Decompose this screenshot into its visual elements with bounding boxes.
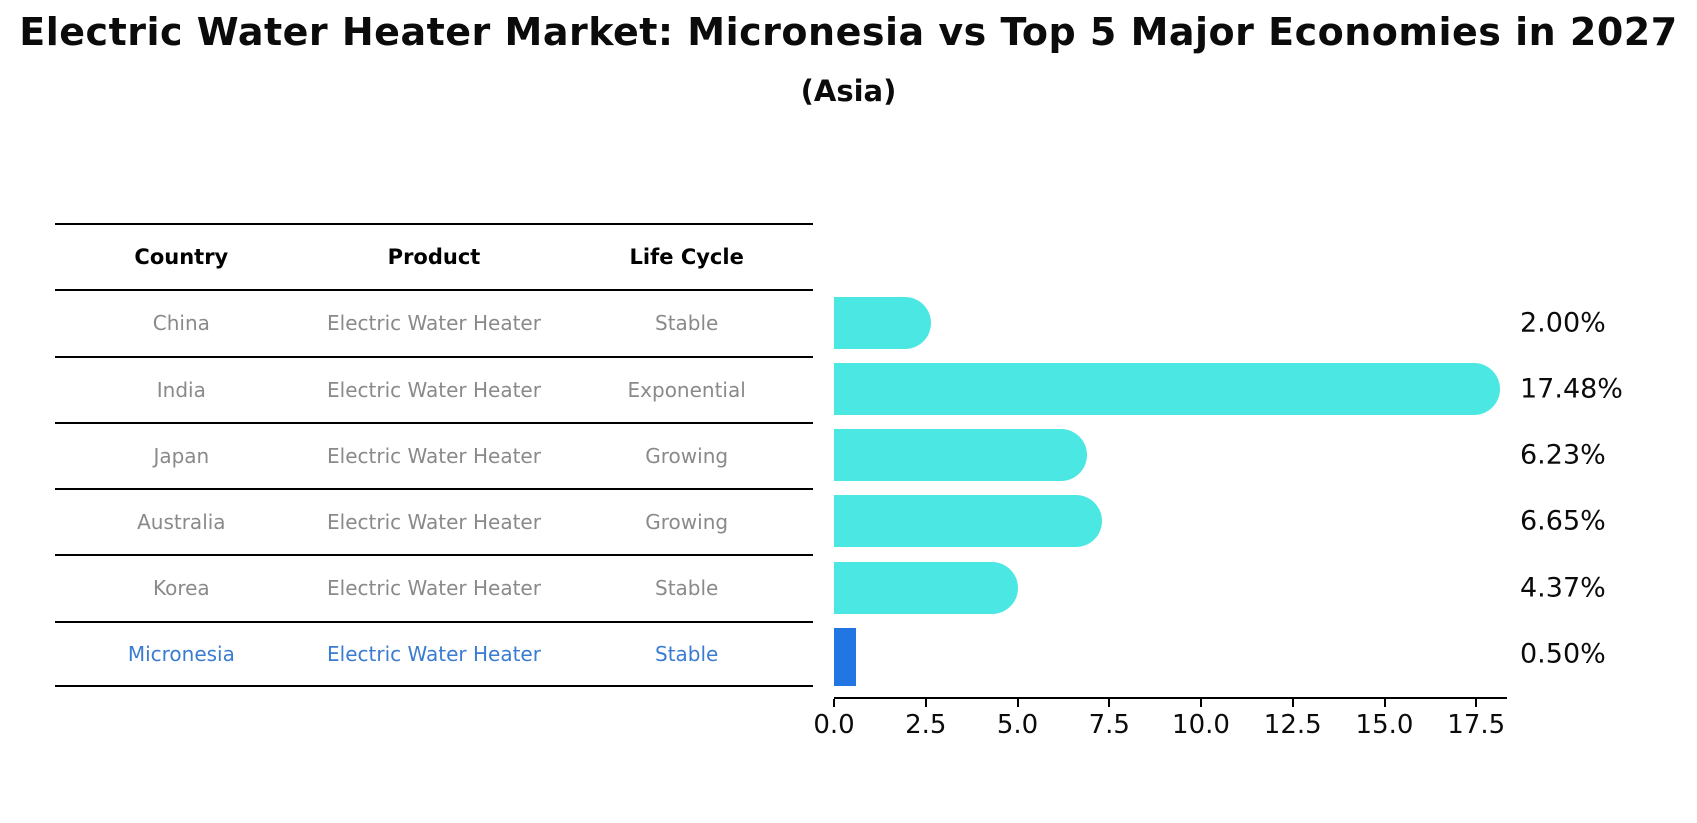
bar-japan [834,429,1087,482]
x-tick [833,699,835,707]
cell-product: Electric Water Heater [327,641,541,666]
cell-country: China [152,311,210,336]
x-tick-label: 17.5 [1447,710,1506,740]
cell-product: Electric Water Heater [327,311,541,336]
x-tick-label: 12.5 [1263,710,1322,740]
cell-country: Micronesia [127,641,235,666]
chart-title: Electric Water Heater Market: Micronesia… [19,10,1678,54]
table-row-japan: Japan Electric Water Heater Growing [55,421,813,488]
x-tick-label: 15.0 [1355,710,1414,740]
value-label-micronesia: 0.50% [1520,638,1606,670]
cell-product: Electric Water Heater [327,377,541,402]
cell-life_cycle: Exponential [627,377,746,402]
column-header-country: Country [134,245,229,270]
cell-life_cycle: Growing [645,510,729,535]
x-tick [1016,699,1019,707]
table-row-micronesia: Micronesia Electric Water Heater Stable [55,620,813,687]
x-tick-label: 2.5 [905,710,947,740]
cell-product: Electric Water Heater [327,510,541,535]
cell-country: Korea [152,576,210,601]
table-header-row: Country Product Life Cycle [55,223,813,289]
bar-micronesia [834,627,857,686]
cell-country: India [156,377,206,402]
value-label-korea: 4.37% [1520,572,1606,604]
value-label-japan: 6.23% [1520,439,1606,471]
column-header-life_cycle: Life Cycle [629,245,744,270]
value-label-india: 17.48% [1520,373,1623,405]
table-row-korea: Korea Electric Water Heater Stable [55,554,813,620]
cell-life_cycle: Stable [655,311,719,336]
x-tick-label: 10.0 [1172,710,1230,740]
bar-china [834,296,932,349]
bar-india [834,362,1500,415]
x-tick [924,699,927,707]
x-tick-label: 7.5 [1088,710,1130,740]
x-tick [1200,699,1202,707]
cell-country: Japan [153,443,210,468]
x-tick-label: 5.0 [996,710,1039,740]
x-tick-label: 0.0 [813,710,855,740]
cell-country: Australia [137,510,226,535]
x-axis-line [834,697,1507,699]
value-label-china: 2.00% [1520,307,1606,338]
x-tick [1383,699,1386,707]
cell-life_cycle: Growing [645,443,729,468]
cell-product: Electric Water Heater [327,443,541,468]
cell-life_cycle: Stable [655,641,719,666]
value-label-australia: 6.65% [1520,505,1606,537]
table-row-india: India Electric Water Heater Exponential [55,355,813,422]
x-tick [1108,699,1111,707]
table-row-australia: Australia Electric Water Heater Growing [55,488,813,554]
x-tick [1291,699,1294,707]
cell-life_cycle: Stable [655,576,719,601]
bar-chart: 2.00% 17.48% 6.23% 6.65% 4.37% 0.50% 0.0 2.5 5.0… [813,223,1623,783]
x-tick [1475,699,1478,707]
country-table: Country Product Life Cycle China Electric Wa… [55,223,813,687]
bar-australia [834,495,1103,548]
bar-korea [834,561,1019,614]
table-row-china: China Electric Water Heater Stable [55,289,813,355]
column-header-product: Product [387,245,481,270]
cell-product: Electric Water Heater [327,576,541,601]
chart-subtitle: (Asia) [800,74,897,108]
